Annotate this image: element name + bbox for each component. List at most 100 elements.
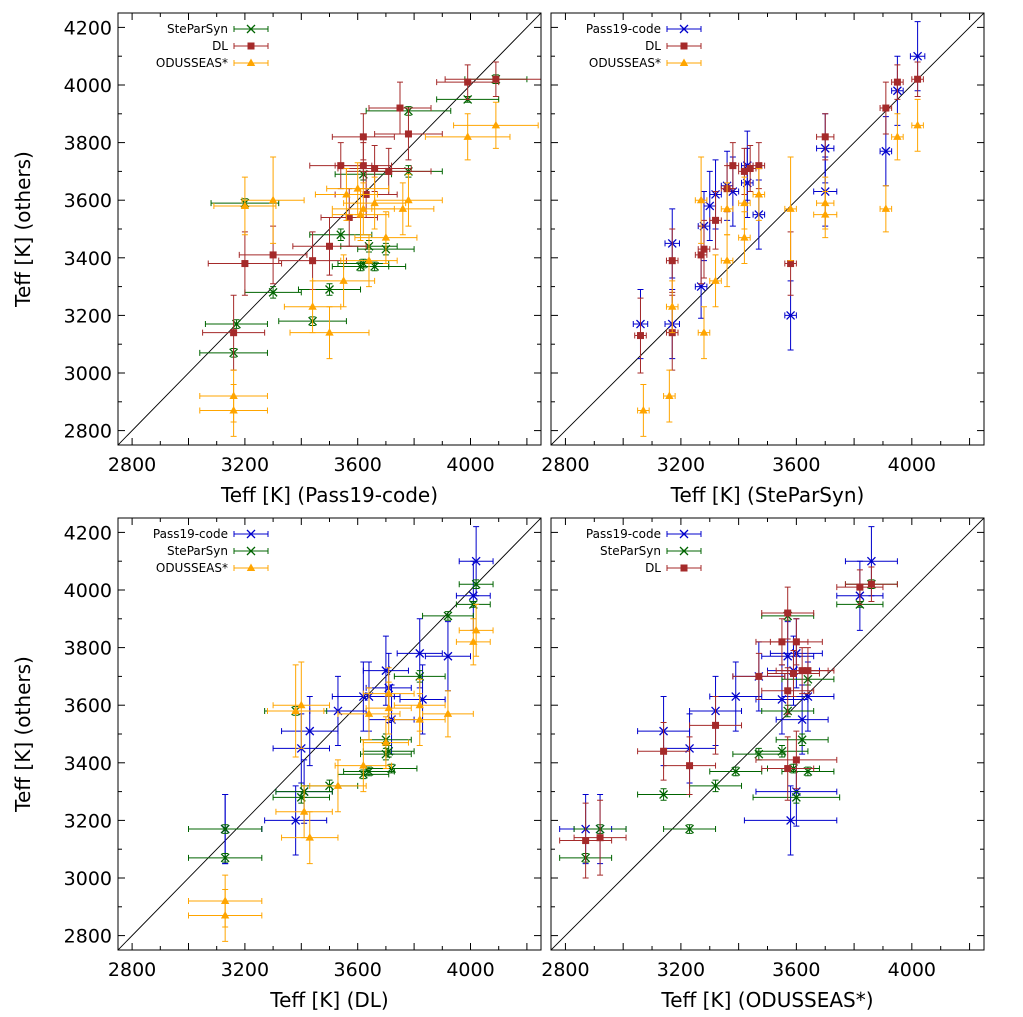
data-point <box>881 204 891 212</box>
data-point <box>491 120 501 129</box>
x-tick-label: 4000 <box>888 454 936 476</box>
y-tick-label: 3800 <box>64 133 112 155</box>
data-point <box>471 625 481 634</box>
y-tick-label: 4200 <box>64 522 112 544</box>
data-point <box>786 310 796 320</box>
series-dl <box>202 61 541 371</box>
data-point <box>755 162 763 170</box>
data-point <box>797 715 807 725</box>
data-point <box>398 204 408 212</box>
data-point <box>229 405 238 414</box>
data-point <box>866 556 876 566</box>
data-point <box>230 329 238 337</box>
y-axis-title: Teff [K] (others) <box>11 656 35 813</box>
data-point <box>333 781 343 789</box>
data-point <box>469 637 478 645</box>
data-point <box>326 242 333 250</box>
x-axis-title: Teff [K] (ODUSSEAS*) <box>660 988 873 1012</box>
y-tick-label: 4000 <box>64 75 112 97</box>
data-point <box>269 251 277 259</box>
legend-marker <box>679 529 689 539</box>
data-point <box>396 104 404 112</box>
y-tick-label: 3200 <box>64 305 112 327</box>
legend-marker <box>246 58 256 66</box>
data-point <box>443 611 453 621</box>
data-point <box>492 75 500 83</box>
data-point <box>700 245 708 253</box>
data-point <box>639 405 648 414</box>
legend-label: SteParSyn <box>600 544 661 558</box>
x-tick-label: 4000 <box>446 959 494 981</box>
series-pass19-code <box>632 21 926 360</box>
data-point <box>415 700 424 709</box>
data-point <box>797 735 807 745</box>
data-point <box>596 834 604 842</box>
data-point <box>291 706 300 714</box>
data-point <box>697 251 705 259</box>
series-dl <box>559 566 898 879</box>
legend-label: SteParSyn <box>167 22 228 36</box>
ticks <box>118 518 541 950</box>
series-steparsyn <box>188 579 494 863</box>
data-point <box>856 583 864 591</box>
data-point <box>325 328 334 336</box>
data-point <box>636 332 644 340</box>
x-tick-label: 3600 <box>772 454 820 476</box>
ticks <box>551 518 984 950</box>
y-tick-label: 3800 <box>64 638 112 660</box>
data-point <box>359 133 367 141</box>
y-axis-title: Teff [K] (others) <box>11 151 35 308</box>
legend-marker <box>680 564 688 572</box>
legend-marker <box>246 24 256 34</box>
data-point <box>404 195 413 204</box>
legend-marker <box>247 42 255 50</box>
x-tick-label: 3200 <box>221 959 269 981</box>
data-point <box>240 201 250 209</box>
x-tick-label: 2800 <box>108 959 156 981</box>
data-point <box>685 824 695 834</box>
x-axis-title: Teff [K] (Pass19-code) <box>220 483 438 507</box>
data-point <box>784 765 792 773</box>
data-point <box>821 198 830 207</box>
data-point <box>893 132 902 140</box>
data-point <box>339 276 348 284</box>
x-tick-label: 3200 <box>221 454 269 476</box>
legend-marker <box>246 546 256 556</box>
series-odusseas <box>188 603 494 942</box>
data-point <box>464 78 472 86</box>
data-point <box>792 756 800 764</box>
data-point <box>913 51 923 61</box>
x-tick-label: 3200 <box>657 454 705 476</box>
y-tick-label: 3400 <box>64 753 112 775</box>
data-point <box>711 781 720 791</box>
data-point <box>755 672 763 680</box>
data-point <box>711 276 720 284</box>
data-point <box>791 792 801 802</box>
data-point <box>356 210 365 218</box>
legend-label: Pass19-code <box>153 527 228 541</box>
data-point <box>364 709 374 717</box>
data-point <box>712 721 720 729</box>
data-point <box>220 853 230 863</box>
data-point <box>463 132 472 140</box>
data-point <box>582 837 590 845</box>
data-point <box>384 689 393 697</box>
x-tick-label: 4000 <box>446 454 494 476</box>
data-point <box>364 256 374 264</box>
legend-marker <box>679 546 689 556</box>
data-point <box>415 648 425 658</box>
data-point <box>371 165 379 173</box>
data-point <box>359 204 368 212</box>
data-point <box>404 130 412 138</box>
ticks <box>551 13 984 445</box>
identity-line <box>551 13 984 445</box>
data-point <box>668 302 677 310</box>
data-point <box>668 257 676 265</box>
data-point <box>665 391 674 400</box>
data-point <box>731 692 741 702</box>
legend-label: SteParSyn <box>167 544 228 558</box>
data-point <box>686 762 694 770</box>
data-point <box>784 609 792 617</box>
ticks <box>118 13 541 445</box>
